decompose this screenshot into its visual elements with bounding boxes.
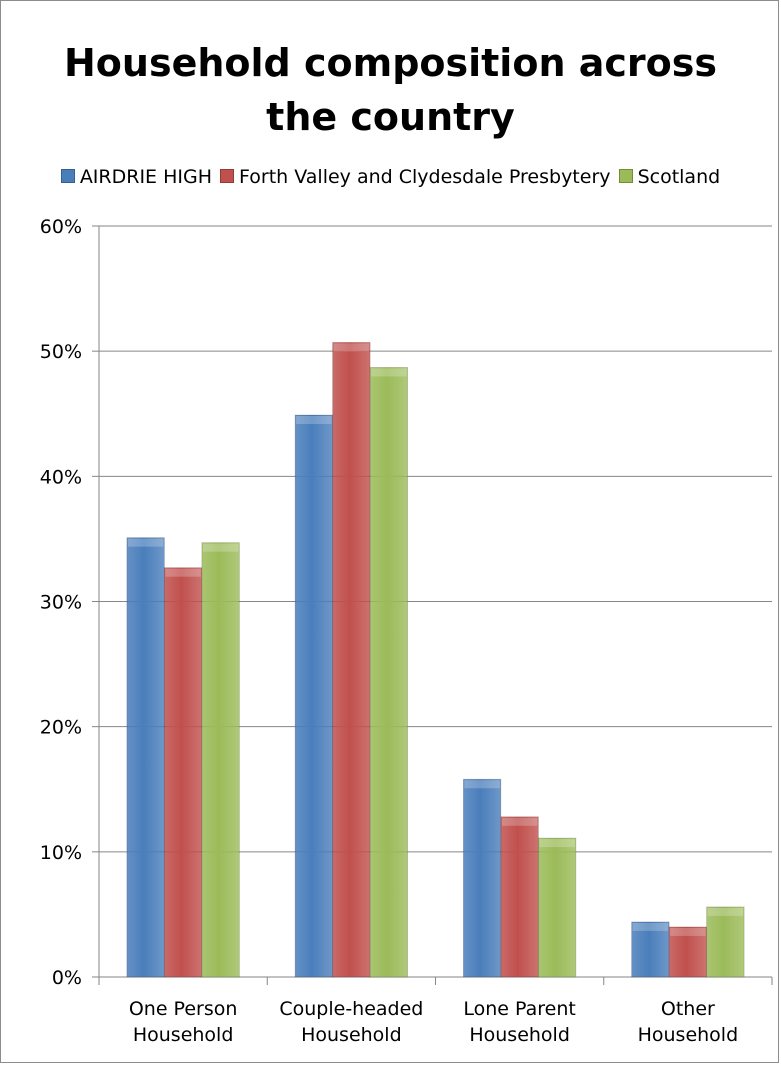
x-tick-label-line: Other [661, 998, 715, 1020]
bar-highlight [333, 343, 370, 352]
x-tick-label-line: Household [301, 1024, 402, 1046]
x-tick-label: Couple-headed Household [279, 998, 423, 1046]
legend-label-forth-valley: Forth Valley and Clydesdale Presbytery [239, 166, 611, 188]
y-tick-label: 60% [40, 216, 82, 238]
legend-label-airdrie-high: AIRDRIE HIGH [79, 166, 212, 188]
x-tick-label: Other Household [638, 998, 739, 1046]
bar-highlight [464, 780, 500, 789]
bar [668, 926, 708, 978]
y-tick-label: 30% [40, 592, 82, 614]
x-tick-label-line: Lone Parent [463, 998, 575, 1020]
x-tick-label-line: Household [638, 1024, 739, 1046]
legend-swatch-scotland [618, 169, 633, 183]
chart-title-line-1: Household composition across [64, 41, 717, 85]
bar [706, 906, 745, 978]
bar [201, 542, 240, 978]
x-tick-label-line: Couple-headed [279, 998, 423, 1020]
chart-legend: AIRDRIE HIGH Forth Valley and Clydesdale… [0, 164, 781, 190]
x-tick-label-line: Household [133, 1024, 234, 1046]
bar-highlight [539, 839, 575, 848]
y-tick-label: 50% [40, 341, 82, 363]
x-tick-label: One Person Household [129, 998, 238, 1046]
bar [369, 367, 409, 978]
legend-item-forth-valley: Forth Valley and Clydesdale Presbytery [220, 164, 611, 190]
bar [537, 837, 577, 978]
y-tick-label: 0% [52, 967, 82, 989]
legend-label-scotland: Scotland [637, 166, 721, 188]
bar-highlight [296, 416, 332, 425]
bar [332, 342, 371, 978]
bar [294, 414, 334, 978]
chart-title: Household composition across the country [0, 36, 781, 144]
y-tick-label: 10% [40, 842, 82, 864]
y-tick-label: 40% [40, 466, 82, 488]
bar [500, 816, 539, 978]
legend-swatch-airdrie-high [60, 169, 75, 183]
bar [631, 921, 670, 978]
y-tick-label: 20% [40, 717, 82, 739]
x-tick-label: Lone Parent Household [463, 998, 575, 1046]
bar-highlight [202, 543, 239, 552]
x-tick-label-line: One Person [129, 998, 238, 1020]
bar-highlight [632, 922, 669, 931]
chart-title-line-2: the country [266, 95, 515, 139]
bar-highlight [165, 568, 201, 577]
bar [126, 537, 165, 978]
legend-swatch-forth-valley [220, 169, 235, 183]
bar-highlight [371, 368, 407, 377]
bar-highlight [670, 927, 706, 936]
bar [462, 778, 502, 978]
legend-item-airdrie-high: AIRDRIE HIGH [60, 164, 212, 190]
bar-highlight [127, 538, 164, 547]
bar [163, 567, 203, 978]
x-tick-label-line: Household [469, 1024, 570, 1046]
legend-item-scotland: Scotland [618, 164, 721, 190]
bar-highlight [707, 907, 744, 916]
bar-highlight [501, 817, 538, 826]
